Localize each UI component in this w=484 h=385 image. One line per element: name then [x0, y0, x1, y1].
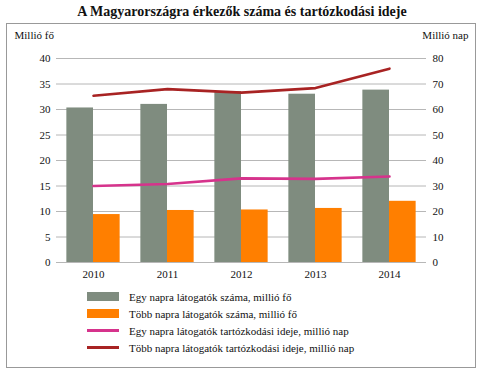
svg-text:30: 30: [433, 180, 445, 192]
html-text:Több napra látogatók tartózkod: Több napra látogatók tartózkodási ideje,…: [129, 341, 355, 354]
svg-text:40: 40: [433, 154, 445, 166]
svg-text:5: 5: [45, 231, 51, 243]
svg-text:0: 0: [45, 256, 51, 268]
svg-text:60: 60: [433, 103, 445, 115]
svg-text:40: 40: [40, 52, 52, 64]
svg-text:20: 20: [40, 154, 52, 166]
svg-text:20: 20: [433, 205, 445, 217]
svg-text:10: 10: [40, 205, 52, 217]
svg-text:Millió fő: Millió fő: [15, 29, 55, 41]
html-text:A Magyarországra érkezők száma: A Magyarországra érkezők száma és tartóz…: [77, 4, 407, 19]
svg-text:2010: 2010: [83, 268, 106, 280]
svg-text:35: 35: [40, 78, 52, 90]
svg-text:25: 25: [40, 129, 52, 141]
svg-text:15: 15: [40, 180, 52, 192]
svg-text:Millió nap: Millió nap: [422, 29, 469, 41]
svg-text:70: 70: [433, 78, 445, 90]
html-text:Több napra látogatók száma, mi: Több napra látogatók száma, millió fő: [129, 307, 297, 320]
svg-text:10: 10: [433, 231, 445, 243]
html-text:Egy napra látogatók száma, mil: Egy napra látogatók száma, millió fő: [129, 290, 292, 303]
svg-text:30: 30: [40, 103, 52, 115]
html-text:Egy napra látogatók tartózkodá: Egy napra látogatók tartózkodási ideje, …: [129, 324, 349, 337]
svg-text:50: 50: [433, 129, 445, 141]
svg-text:2014: 2014: [379, 268, 402, 280]
svg-text:2011: 2011: [157, 268, 179, 280]
svg-text:0: 0: [433, 256, 439, 268]
svg-text:2012: 2012: [231, 268, 253, 280]
svg-text:80: 80: [433, 52, 445, 64]
svg-text:2013: 2013: [305, 268, 328, 280]
